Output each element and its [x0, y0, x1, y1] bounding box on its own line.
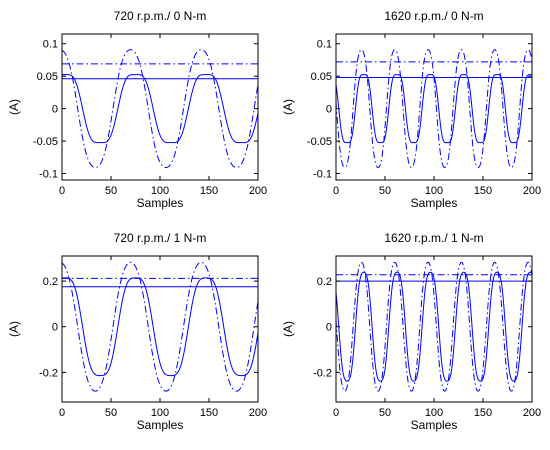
y-tick-label: 0.1 [317, 39, 332, 51]
y-tick-label: -0.2 [39, 367, 58, 379]
plot-frame [61, 33, 259, 181]
y-tick-label: 0 [52, 322, 58, 334]
series-dashdot-current-line [62, 261, 258, 392]
series-solid-current-line [336, 271, 532, 382]
y-tick-label: -0.05 [307, 136, 332, 148]
y-tick-label: -0.1 [313, 169, 332, 181]
x-tick-label: 200 [249, 407, 267, 419]
chart-title: 720 r.p.m./ 1 N-m [114, 231, 207, 245]
chart-panel-2: 0 50 100 150 200 0.1 0.05 0 -0.05 -0.1 1620 r.p.m.… [281, 9, 541, 210]
x-tick-label: 100 [425, 185, 443, 197]
chart-title: 1620 r.p.m./ 1 N-m [384, 231, 483, 245]
y-axis-label: (A) [7, 99, 21, 115]
x-tick-label: 150 [474, 407, 492, 419]
y-tick-label: 0 [326, 322, 332, 334]
y-axis-label: (A) [7, 321, 21, 337]
x-tick-label: 0 [333, 185, 339, 197]
x-tick-label: 50 [105, 407, 117, 419]
x-tick-label: 100 [151, 185, 169, 197]
x-tick-label: 50 [379, 407, 391, 419]
x-tick-label: 100 [151, 407, 169, 419]
x-tick-label: 150 [200, 185, 218, 197]
x-tick-label: 50 [379, 185, 391, 197]
series-solid-current-line [62, 74, 258, 144]
series-dashdot-current-line [336, 261, 532, 392]
x-tick-label: 50 [105, 185, 117, 197]
series-dashdot-current-line [62, 49, 258, 169]
y-tick-label: 0.05 [37, 71, 58, 83]
y-tick-label: 0.2 [317, 276, 332, 288]
y-axis-label: (A) [281, 321, 295, 337]
y-tick-label: -0.05 [33, 136, 58, 148]
x-axis-label: Samples [411, 196, 458, 210]
x-tick-label: 150 [474, 185, 492, 197]
y-tick-label: 0 [52, 104, 58, 116]
x-tick-label: 200 [523, 407, 541, 419]
y-axis-label: (A) [281, 99, 295, 115]
y-tick-label: 0.05 [311, 71, 332, 83]
x-axis-label: Samples [411, 418, 458, 432]
x-axis-label: Samples [137, 418, 184, 432]
x-tick-label: 200 [249, 185, 267, 197]
y-tick-label: -0.2 [313, 367, 332, 379]
chart-panel-3: 0 50 100 150 200 0.2 0 -0.2 720 r.p.m./ 1 N-m Sam… [7, 231, 267, 432]
x-tick-label: 100 [425, 407, 443, 419]
y-tick-label: 0.2 [43, 276, 58, 288]
x-tick-label: 0 [333, 407, 339, 419]
x-axis-label: Samples [137, 196, 184, 210]
y-tick-label: 0.1 [43, 39, 58, 51]
x-tick-label: 0 [59, 407, 65, 419]
chart-title: 720 r.p.m./ 0 N-m [114, 9, 207, 23]
y-tick-label: 0 [326, 104, 332, 116]
chart-panel-4: 0 50 100 150 200 0.2 0 -0.2 1620 r.p.m./ 1 N-m Sa… [281, 231, 541, 432]
chart-title: 1620 r.p.m./ 0 N-m [384, 9, 483, 23]
chart-panel-1: 0 50 100 150 200 0.1 0.05 0 -0.05 -0.1 720 r.p.m./… [7, 9, 267, 210]
series-solid-current-line [62, 277, 258, 377]
x-tick-label: 0 [59, 185, 65, 197]
x-tick-label: 150 [200, 407, 218, 419]
x-tick-label: 200 [523, 185, 541, 197]
y-tick-label: -0.1 [39, 169, 58, 181]
series-dashdot-current-line [336, 49, 532, 169]
